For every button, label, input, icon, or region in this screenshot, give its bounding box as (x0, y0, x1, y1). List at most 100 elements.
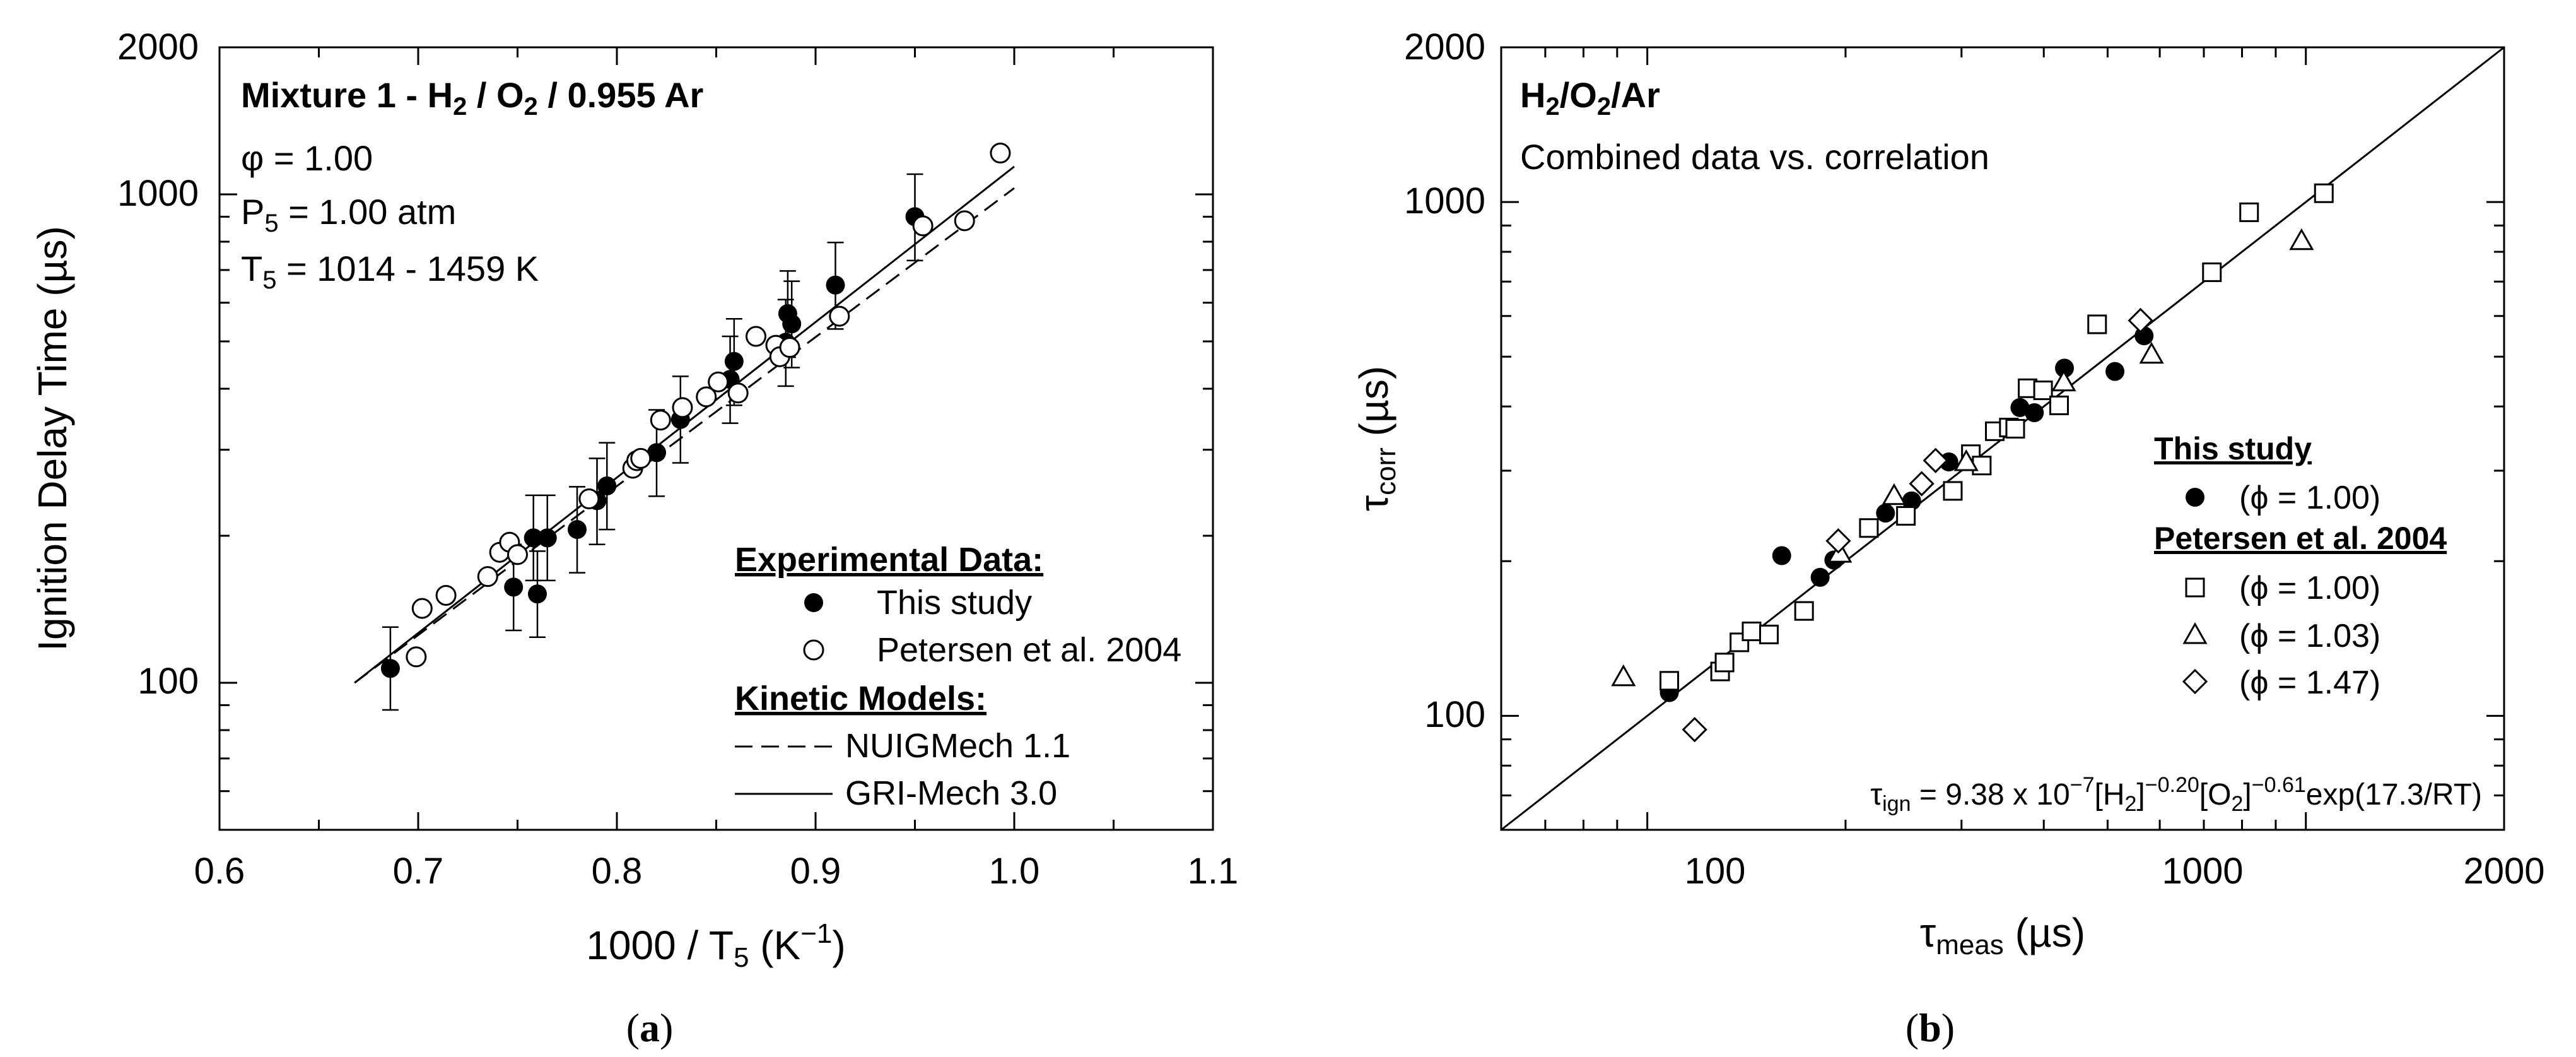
petersen-phi-147-point (1825, 528, 1851, 554)
chart-a: 0.6 0.7 0.8 0.9 1.0 1.1 100 1000 2000 10… (30, 27, 1238, 1050)
petersen-phi-103-point (1953, 449, 1979, 471)
y-axis-label-a: Ignition Delay Time (µs) (30, 226, 75, 651)
this-study-point (2010, 398, 2030, 417)
petersen-phi-100-point (2049, 395, 2069, 415)
subtitle-b: Combined data vs. correlation (1520, 137, 1989, 177)
x-tick-label: 1000 (2162, 851, 2243, 892)
petersen-phi-147-point (1923, 447, 1948, 473)
legend-label-phi-100: (ϕ = 1.00) (2239, 480, 2380, 516)
legend-b: This study (ϕ = 1.00) Petersen et al. 20… (2154, 431, 2447, 701)
data-points-a (380, 143, 1011, 678)
petersen-phi-103-point (1611, 664, 1636, 687)
x-tick-label: 1.1 (1188, 851, 1239, 892)
legend-label-phi-103: (ϕ = 1.03) (2239, 618, 2380, 654)
legend-label-gri: GRI-Mech 3.0 (845, 774, 1057, 812)
x-tick-label: 0.6 (194, 851, 245, 892)
this-study-point (647, 443, 666, 463)
petersen-point (954, 210, 975, 232)
y-axis-label-b: τcorr (µs) (1351, 366, 1402, 511)
petersen-phi-100-point (2202, 262, 2222, 282)
petersen-point (829, 305, 850, 327)
petersen-phi-147-point (1682, 717, 1707, 743)
petersen-point (746, 326, 766, 347)
petersen-phi-100-point (1742, 622, 1762, 642)
x-tick-label: 100 (1685, 851, 1746, 892)
this-study-point (2025, 403, 2044, 422)
petersen-phi-103-point (2139, 341, 2164, 364)
legend-marker-diamond (2182, 668, 2208, 695)
x-tick-label: 1.0 (989, 851, 1040, 892)
y-tick-label: 1000 (117, 173, 199, 214)
y-tick-labels-b: 100 1000 2000 (1404, 27, 1485, 735)
petersen-phi-103-point (2051, 369, 2076, 392)
this-study-point (2105, 362, 2125, 381)
petersen-point (630, 447, 652, 469)
x-axis-label-a: 1000 / T5 (K−1) (586, 918, 845, 973)
temperature-label-a: T5 = 1014 - 1459 K (241, 249, 539, 294)
petersen-point (990, 143, 1011, 164)
mixture-label-a: Mixture 1 - H2 / O2 / 0.955 Ar (241, 75, 703, 121)
x-tick-label: 0.7 (393, 851, 444, 892)
petersen-phi-147-point (1909, 471, 1935, 497)
legend-label-nuig: NUIGMech 1.1 (845, 727, 1070, 765)
x-tick-labels-b: 100 1000 2000 (1685, 851, 2545, 892)
legend-heading-this-study: This study (2154, 431, 2312, 466)
petersen-phi-103-point (2289, 228, 2314, 251)
petersen-phi-100-point (1972, 456, 1992, 476)
this-study-point (568, 520, 587, 540)
petersen-point (672, 397, 693, 418)
legend-label-this-study: This study (877, 584, 1032, 622)
petersen-phi-100-point (1943, 481, 1963, 501)
legend-heading-petersen: Petersen et al. 2004 (2154, 521, 2447, 556)
this-study-point (1876, 504, 1895, 523)
petersen-point (477, 566, 498, 588)
petersen-point (578, 488, 600, 510)
x-axis-label-b: τmeas (µs) (1920, 910, 2085, 960)
petersen-phi-100-point (1730, 632, 1750, 653)
petersen-phi-100-point (1896, 505, 1916, 526)
this-study-point (724, 351, 744, 371)
legend-marker-triangle (2182, 622, 2208, 644)
petersen-phi-100-point (1759, 624, 1779, 644)
petersen-phi-100-point (1714, 653, 1735, 673)
plot-frame-a (218, 46, 1214, 831)
this-study-point (1902, 491, 1921, 511)
petersen-phi-100-point (1859, 518, 1879, 538)
x-tick-label: 0.8 (592, 851, 643, 892)
petersen-point (406, 646, 427, 668)
petersen-phi-100-point (1794, 601, 1814, 621)
petersen-point (650, 410, 671, 431)
legend-label-petersen: Petersen et al. 2004 (877, 631, 1181, 669)
this-study-point (2055, 358, 2075, 378)
data-points-b (1611, 183, 2334, 743)
petersen-phi-100-point (2087, 314, 2107, 334)
this-study-point (826, 275, 845, 295)
y-tick-labels-a: 100 1000 2000 (117, 27, 199, 702)
panel-label-a: (a) (626, 1005, 674, 1050)
petersen-phi-100-point (2239, 202, 2259, 222)
x-tick-labels-a: 0.6 0.7 0.8 0.9 1.0 1.1 (194, 851, 1239, 892)
plot-frame-b (1500, 46, 2505, 831)
petersen-point (435, 584, 457, 606)
x-tick-label: 2000 (2463, 851, 2544, 892)
chart-b: 100 1000 2000 100 1000 2000 τmeas (µs) τ… (1351, 27, 2545, 1050)
petersen-point (708, 371, 729, 393)
legend-heading-models: Kinetic Models: (735, 680, 986, 717)
pressure-label-a: P5 = 1.00 atm (241, 192, 456, 237)
petersen-point (912, 215, 934, 237)
petersen-phi-100-point (2314, 183, 2334, 203)
x-tick-label: 0.9 (790, 851, 841, 892)
petersen-phi-100-point (2033, 381, 2053, 401)
petersen-point (779, 337, 800, 358)
petersen-phi-103-point (1827, 541, 1853, 563)
correlation-equation: τign = 9.38 x 10−7[H2]−0.20[O2]−0.61exp(… (1870, 773, 2482, 816)
petersen-point (507, 544, 528, 565)
legend-a: Experimental Data: This study Petersen e… (735, 541, 1181, 812)
y-tick-label: 1000 (1404, 180, 1485, 221)
y-tick-label: 2000 (1404, 27, 1485, 68)
panel-label-b: (b) (1906, 1005, 1955, 1050)
petersen-phi-147-point (2128, 307, 2153, 334)
this-study-point (537, 528, 557, 548)
legend-label-phi-147: (ϕ = 1.47) (2239, 664, 2380, 701)
